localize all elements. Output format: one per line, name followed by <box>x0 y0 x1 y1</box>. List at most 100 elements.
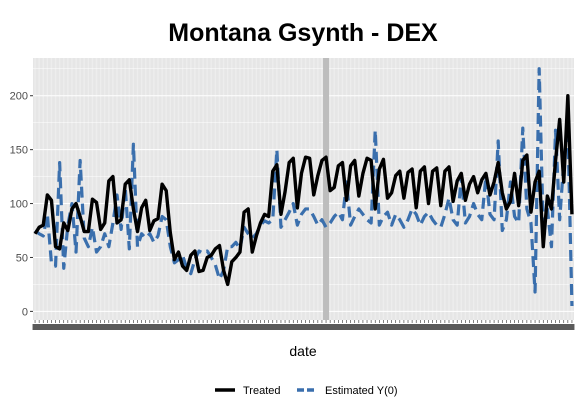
x-tick-label <box>294 324 300 330</box>
x-tick-label <box>544 324 550 330</box>
x-tick-label <box>81 324 87 330</box>
x-tick-label <box>315 324 321 330</box>
x-tick-label <box>512 324 518 330</box>
x-tick-label <box>401 324 407 330</box>
x-tick-label <box>106 324 112 330</box>
x-tick-label <box>335 324 341 330</box>
x-tick-label <box>237 324 243 330</box>
x-tick-label <box>491 324 497 330</box>
x-tick-label <box>389 324 395 330</box>
x-tick-label <box>405 324 411 330</box>
x-tick-label <box>167 324 173 330</box>
x-tick-label <box>286 324 292 330</box>
x-tick-label <box>61 324 67 330</box>
y-tick-label: 200 <box>10 91 28 103</box>
x-tick-label <box>520 324 526 330</box>
x-tick-label <box>466 324 472 330</box>
x-tick-label <box>163 324 169 330</box>
x-tick-label <box>94 324 100 330</box>
x-tick-label <box>368 324 374 330</box>
x-tick-label <box>196 324 202 330</box>
x-tick-label <box>192 324 198 330</box>
x-tick-label <box>57 324 63 330</box>
x-tick-label <box>536 324 542 330</box>
x-tick-label <box>212 324 218 330</box>
x-tick-label <box>122 324 128 330</box>
x-axis <box>32 320 575 330</box>
x-tick-label <box>266 324 272 330</box>
y-tick-label: 150 <box>10 145 28 157</box>
x-tick-label <box>442 324 448 330</box>
legend: Treated Estimated Y(0) <box>215 385 398 397</box>
x-tick-label <box>85 324 91 330</box>
x-tick-label <box>44 324 50 330</box>
x-tick-label <box>417 324 423 330</box>
x-tick-label <box>200 324 206 330</box>
x-tick-label <box>376 324 382 330</box>
x-tick-label <box>102 324 108 330</box>
x-tick-label <box>372 324 378 330</box>
x-tick-label <box>327 324 333 330</box>
x-tick-label <box>204 324 210 330</box>
x-tick-label <box>561 324 567 330</box>
x-tick-label <box>446 324 452 330</box>
x-tick-label <box>114 324 120 330</box>
x-tick-label <box>221 324 227 330</box>
x-tick-label <box>290 324 296 330</box>
x-tick-label <box>471 324 477 330</box>
y-axis: 0 50 100 150 200 <box>10 91 33 318</box>
x-tick-label <box>524 324 530 330</box>
x-tick-label <box>253 324 259 330</box>
x-tick-label <box>503 324 509 330</box>
x-tick-label <box>225 324 231 330</box>
x-tick-label <box>216 324 222 330</box>
y-tick-label: 0 <box>22 306 28 318</box>
x-tick-label <box>409 324 415 330</box>
x-tick-label <box>118 324 124 330</box>
series-line-treated <box>33 94 574 287</box>
x-tick-label <box>528 324 534 330</box>
x-tick-label <box>454 324 460 330</box>
x-tick-label <box>40 324 46 330</box>
chart-title: Montana Gsynth - DEX <box>168 19 438 47</box>
x-tick-label <box>233 324 239 330</box>
x-tick-label <box>110 324 116 330</box>
x-tick-label <box>360 324 366 330</box>
x-tick-label <box>241 324 247 330</box>
x-tick-label <box>180 324 186 330</box>
x-tick-label <box>344 324 350 330</box>
x-tick-label <box>458 324 464 330</box>
x-tick-label <box>483 324 489 330</box>
x-tick-label <box>499 324 505 330</box>
y-tick-label: 50 <box>16 252 28 264</box>
x-tick-label <box>257 324 263 330</box>
x-tick-label <box>532 324 538 330</box>
x-tick-label <box>171 324 177 330</box>
x-tick-label <box>249 324 255 330</box>
x-tick-label <box>450 324 456 330</box>
x-tick-label <box>98 324 104 330</box>
x-tick-label <box>262 324 268 330</box>
x-tick-label <box>516 324 522 330</box>
x-tick-label <box>540 324 546 330</box>
x-tick-label <box>303 324 309 330</box>
x-tick-label <box>507 324 513 330</box>
x-tick-label <box>151 324 157 330</box>
x-tick-label <box>553 324 559 330</box>
x-tick-label <box>421 324 427 330</box>
x-tick-label <box>380 324 386 330</box>
x-tick-label <box>548 324 554 330</box>
x-tick-label <box>135 324 141 330</box>
x-tick-label <box>274 324 280 330</box>
x-tick-label <box>323 324 329 330</box>
x-tick-label <box>139 324 145 330</box>
legend-label: Estimated Y(0) <box>325 385 398 397</box>
treatment-marker <box>323 58 330 320</box>
x-tick-label <box>73 324 79 330</box>
x-tick-label <box>426 324 432 330</box>
x-tick-label <box>77 324 83 330</box>
y-tick-label: 100 <box>10 199 28 211</box>
legend-label: Treated <box>243 385 281 397</box>
x-tick-label <box>385 324 391 330</box>
